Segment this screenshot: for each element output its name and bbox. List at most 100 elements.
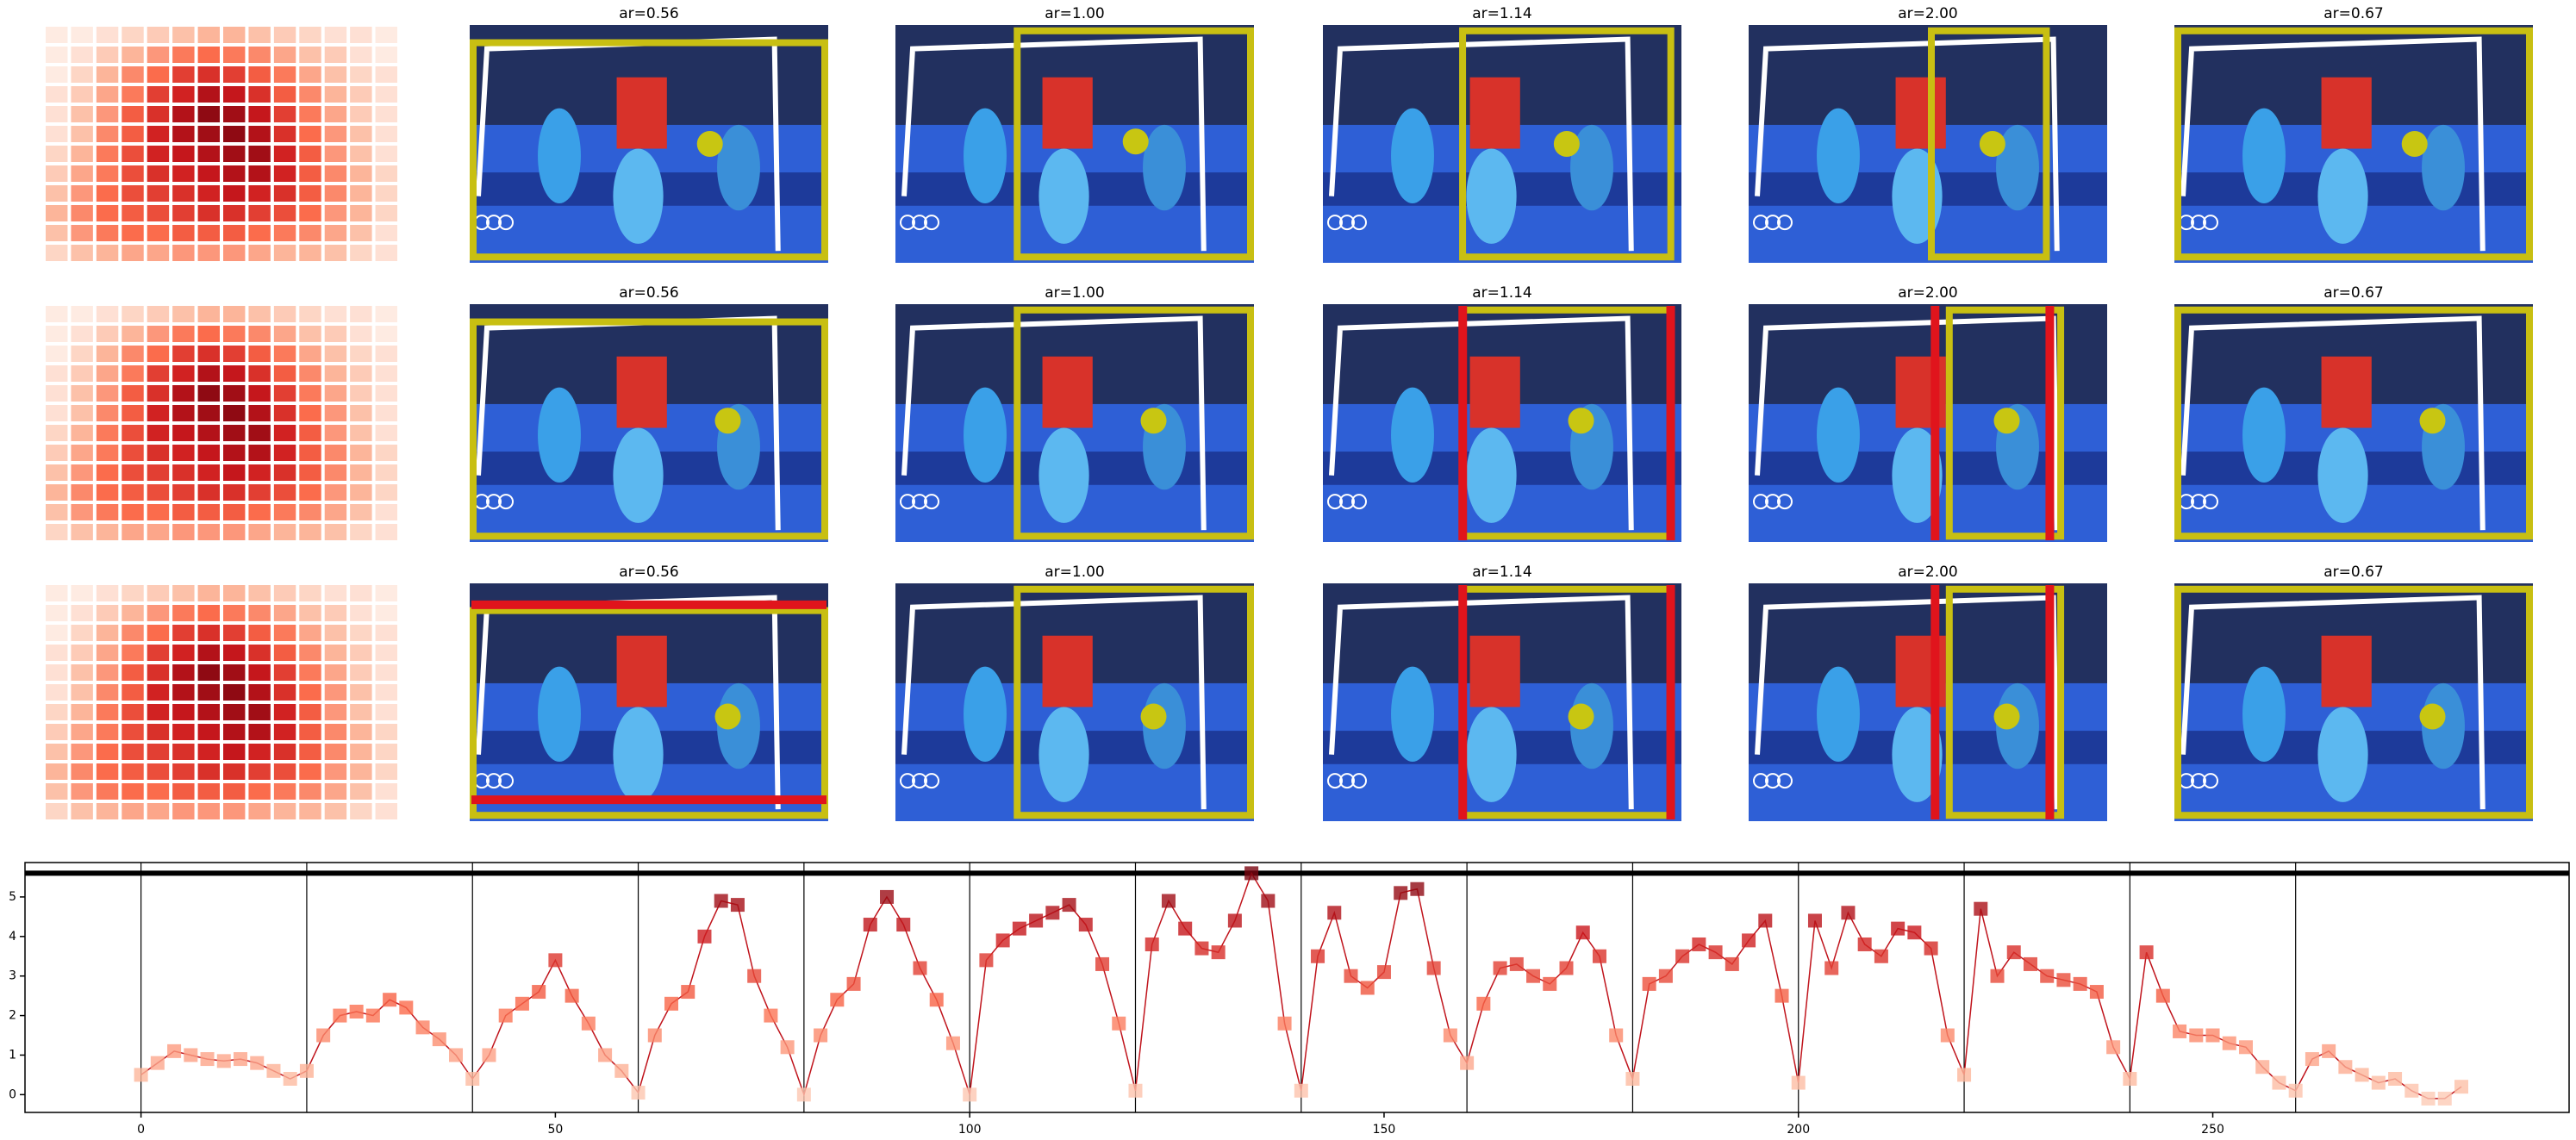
goal-frame bbox=[1755, 315, 2060, 531]
heatmap-cell bbox=[147, 27, 170, 43]
heatmap-cell bbox=[324, 165, 347, 182]
heatmap-cell bbox=[299, 645, 321, 661]
heatmap-cell bbox=[172, 205, 195, 221]
goalkeeper bbox=[2321, 77, 2372, 149]
heatmap-cell bbox=[96, 405, 119, 421]
data-marker bbox=[1178, 921, 1193, 936]
heatmap-cell bbox=[96, 185, 119, 202]
heatmap-cell bbox=[223, 585, 246, 601]
data-marker bbox=[1227, 913, 1242, 928]
olympic-ring bbox=[900, 494, 915, 510]
heatmap-cell bbox=[122, 365, 144, 382]
heatmap-cell bbox=[147, 306, 170, 322]
heatmap-cell bbox=[324, 365, 347, 382]
heatmap-cell bbox=[172, 66, 195, 83]
heatmap-cell bbox=[375, 385, 397, 402]
heatmap-cell bbox=[96, 47, 119, 63]
goal-frame bbox=[1329, 36, 1634, 252]
heatmap-cell bbox=[248, 744, 271, 760]
data-marker bbox=[929, 993, 944, 1007]
heatmap-cell bbox=[96, 365, 119, 382]
heatmap-cell bbox=[299, 245, 321, 261]
crop-box bbox=[1928, 27, 2050, 261]
center-dot bbox=[1553, 131, 1580, 157]
heatmap-cell bbox=[172, 306, 195, 322]
player bbox=[1570, 124, 1613, 211]
heatmap-cell bbox=[71, 684, 93, 701]
heatmap-cell bbox=[46, 425, 68, 441]
heatmap-cell bbox=[197, 803, 220, 819]
data-marker bbox=[2139, 945, 2154, 960]
olympic-ring bbox=[2191, 215, 2206, 231]
heatmap-cell bbox=[273, 763, 296, 780]
data-marker bbox=[2123, 1071, 2137, 1086]
heatmap-cell bbox=[248, 165, 271, 182]
olympic-ring bbox=[498, 773, 514, 789]
heatmap-cell bbox=[350, 165, 372, 182]
heatmap-cell bbox=[375, 425, 397, 441]
heatmap-cell bbox=[273, 504, 296, 520]
heatmap-cell bbox=[71, 464, 93, 481]
data-marker bbox=[383, 993, 397, 1007]
heatmap-cell bbox=[46, 445, 68, 461]
heatmap-cell bbox=[375, 365, 397, 382]
data-marker bbox=[1360, 981, 1375, 995]
data-marker bbox=[2106, 1040, 2121, 1055]
olympic-ring bbox=[1753, 494, 1768, 510]
heatmap-cell bbox=[324, 405, 347, 421]
heatmap-cell bbox=[350, 763, 372, 780]
heatmap-cell bbox=[147, 47, 170, 63]
heatmap-cell bbox=[147, 763, 170, 780]
heatmap-cell bbox=[324, 625, 347, 641]
data-marker bbox=[1211, 945, 1226, 960]
heatmap-cell bbox=[122, 225, 144, 241]
olympic-ring bbox=[2203, 773, 2218, 789]
panel-title: ar=0.56 bbox=[619, 284, 679, 302]
heatmap-cell bbox=[375, 704, 397, 720]
olympic-ring bbox=[1351, 215, 1367, 231]
heatmap-cell bbox=[375, 763, 397, 780]
olympic-ring bbox=[486, 773, 502, 789]
data-marker bbox=[1642, 976, 1656, 991]
heatmap-cell bbox=[46, 645, 68, 661]
heatmap-cell bbox=[350, 803, 372, 819]
x-tick-label: 250 bbox=[2201, 1123, 2224, 1137]
center-dot bbox=[696, 131, 723, 157]
heatmap-cell bbox=[197, 504, 220, 520]
heatmap-cell bbox=[324, 464, 347, 481]
heatmap-cell bbox=[248, 524, 271, 540]
heatmap-cell bbox=[273, 445, 296, 461]
heatmap-cell bbox=[273, 783, 296, 800]
data-marker bbox=[1394, 886, 1408, 900]
heatmap-cell bbox=[273, 605, 296, 621]
data-marker bbox=[1062, 898, 1076, 913]
heatmap-cell bbox=[248, 106, 271, 122]
heatmap-cell bbox=[299, 86, 321, 103]
heatmap-cell bbox=[375, 484, 397, 501]
heatmap-cell bbox=[197, 326, 220, 342]
heatmap-cell bbox=[375, 205, 397, 221]
heatmap-cell bbox=[248, 346, 271, 362]
heatmap-cell bbox=[273, 664, 296, 681]
heatmap-cell bbox=[96, 165, 119, 182]
crop-box bbox=[1014, 27, 1255, 261]
heatmap-cell bbox=[197, 306, 220, 322]
heatmap-cell bbox=[197, 185, 220, 202]
heatmap-cell bbox=[299, 306, 321, 322]
heatmap-cell bbox=[223, 405, 246, 421]
heatmap-cell bbox=[172, 146, 195, 162]
image-panel bbox=[2174, 304, 2533, 542]
heatmap-cell bbox=[350, 484, 372, 501]
data-marker bbox=[2288, 1083, 2303, 1098]
heatmap-cell bbox=[71, 27, 93, 43]
heatmap-cell bbox=[96, 326, 119, 342]
data-marker bbox=[814, 1028, 828, 1043]
heatmap-cell bbox=[96, 645, 119, 661]
player bbox=[2242, 108, 2286, 203]
heatmap-cell bbox=[299, 524, 321, 540]
heatmap-cell bbox=[324, 47, 347, 63]
heatmap-cell bbox=[197, 146, 220, 162]
heatmap-cell bbox=[172, 664, 195, 681]
heatmap-cell bbox=[324, 803, 347, 819]
heatmap-cell bbox=[122, 684, 144, 701]
